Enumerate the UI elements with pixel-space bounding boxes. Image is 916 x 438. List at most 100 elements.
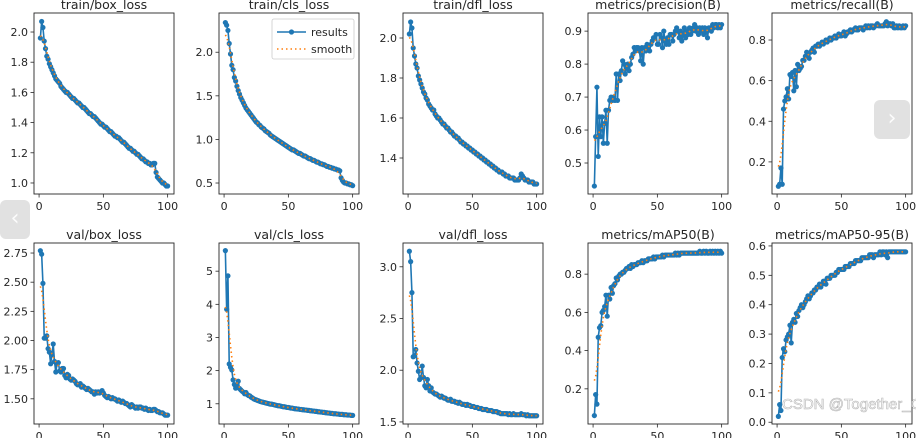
results-point <box>222 248 228 254</box>
results-point <box>598 323 604 329</box>
results-point <box>618 68 624 74</box>
x-tick-label: 0 <box>405 200 412 213</box>
y-tick-label: 0.5 <box>565 157 583 170</box>
x-tick-label: 0 <box>221 200 228 213</box>
results-point <box>350 412 356 418</box>
x-tick-label: 100 <box>157 200 178 213</box>
results-point <box>165 412 171 418</box>
subplot-title: metrics/mAP50(B) <box>601 227 714 242</box>
y-tick-label: 0.7 <box>565 91 583 104</box>
subplot-title: metrics/mAP50-95(B) <box>775 227 909 242</box>
subplot-metrics-map50-95-b-: metrics/mAP50-95(B) 0.0 0.1 0.2 0.3 0.4 0.5 0.6… <box>749 227 916 438</box>
results-point <box>415 368 421 374</box>
axes-frame <box>218 242 360 425</box>
results-point <box>408 259 414 265</box>
next-image-button[interactable]: › <box>874 100 910 139</box>
y-tick-label: 0.6 <box>749 240 767 253</box>
results-point <box>591 412 597 419</box>
results-point <box>534 413 540 419</box>
results-point <box>419 363 425 369</box>
plot-area <box>406 248 540 419</box>
results-point <box>424 376 430 383</box>
y-tick-label: 1.4 <box>11 117 29 130</box>
results-point <box>782 98 788 104</box>
subplot-metrics-recall-b-: metrics/recall(B) 0.2 0.4 0.6 0.8 0 50 100 <box>749 0 916 213</box>
x-tick-label: 0 <box>405 430 412 438</box>
x-tick-label: 0 <box>590 430 597 438</box>
smooth-line <box>777 251 906 392</box>
y-tick-label: 2.25 <box>4 305 29 318</box>
y-tick-label: 2.00 <box>4 334 29 347</box>
axes-frame <box>402 12 544 195</box>
results-point <box>225 273 231 279</box>
subplot-metrics-map50-b-: metrics/mAP50(B) 0.2 0.4 0.6 0.8 0 50 100 <box>565 227 733 438</box>
results-point <box>791 88 797 94</box>
results-point <box>595 153 601 160</box>
results-point <box>409 290 415 296</box>
smooth-line <box>777 23 906 167</box>
results-point <box>229 367 235 373</box>
y-tick-label: 2.0 <box>11 26 29 39</box>
previous-image-button[interactable]: ‹ <box>0 200 30 239</box>
x-tick-label: 50 <box>465 430 479 438</box>
subplot-train-dfl-loss: train/dfl_loss 1.4 1.6 1.8 2.0 0 50 100 <box>380 0 548 213</box>
results-point <box>49 351 55 358</box>
results-point <box>782 349 788 355</box>
results-point <box>806 55 812 61</box>
results-point <box>604 313 610 319</box>
x-tick-label: 50 <box>650 430 664 438</box>
x-tick-label: 100 <box>526 430 547 438</box>
plot-area <box>591 21 725 189</box>
results-point <box>679 38 685 44</box>
plot-area <box>775 249 909 419</box>
y-tick-label: 1.6 <box>11 86 29 99</box>
results-point <box>614 97 621 103</box>
y-tick-label: 0.4 <box>749 115 767 128</box>
y-tick-label: 0.2 <box>565 383 583 396</box>
results-point <box>594 401 600 407</box>
results-point <box>39 251 45 257</box>
subplot-val-dfl-loss: val/dfl_loss 1.5 2.0 2.5 3.0 0 50 100 <box>380 227 548 438</box>
y-tick-label: 0.8 <box>565 58 583 71</box>
results-point <box>37 35 43 41</box>
y-tick-label: 2.0 <box>380 364 398 377</box>
results-point <box>41 38 47 44</box>
results-point <box>595 334 601 340</box>
smooth-line <box>408 36 537 185</box>
y-tick-label: 0.4 <box>565 345 583 358</box>
axes-frame <box>771 242 913 425</box>
smooth-line <box>224 306 353 416</box>
y-tick-label: 0.6 <box>565 124 583 137</box>
results-point <box>779 181 785 187</box>
smooth-line <box>224 34 353 186</box>
results-point <box>885 255 891 261</box>
chevron-left-icon: ‹ <box>10 206 20 231</box>
results-point <box>795 61 801 67</box>
results-point <box>225 27 231 34</box>
chevron-right-icon: › <box>887 106 897 131</box>
results-line <box>777 249 906 417</box>
results-point <box>414 360 420 366</box>
x-tick-label: 100 <box>342 430 363 438</box>
results-point <box>534 181 540 187</box>
subplot-train-box-loss: train/box_loss 1.0 1.2 1.4 1.6 1.8 2.0 0 50 100 <box>11 0 179 213</box>
x-tick-label: 0 <box>774 430 781 438</box>
results-point <box>779 354 785 361</box>
results-point <box>605 107 612 113</box>
results-point <box>44 333 50 339</box>
subplot-title: train/box_loss <box>61 0 147 12</box>
y-tick-label: 3 <box>206 331 213 344</box>
results-point <box>775 413 781 419</box>
subplot-title: val/dfl_loss <box>439 227 508 242</box>
y-tick-label: 1.6 <box>380 112 398 125</box>
y-tick-label: 1.5 <box>380 416 398 429</box>
x-tick-label: 0 <box>36 200 43 213</box>
y-tick-label: 1.0 <box>11 177 29 190</box>
x-tick-label: 100 <box>342 200 363 213</box>
plot-area <box>222 19 356 189</box>
legend-box <box>271 18 355 60</box>
results-point <box>45 56 51 62</box>
subplot-title: metrics/recall(B) <box>790 0 893 12</box>
